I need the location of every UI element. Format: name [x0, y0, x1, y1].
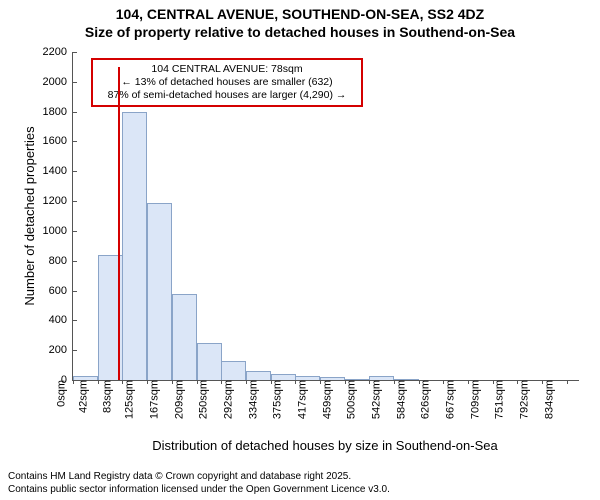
y-tick: 1000 — [43, 225, 73, 237]
x-tick-label: 542sqm — [366, 380, 382, 419]
y-tick: 1800 — [43, 106, 73, 118]
histogram-bar — [221, 361, 246, 380]
attribution-footer: Contains HM Land Registry data © Crown c… — [0, 471, 600, 496]
chart-container: 104, CENTRAL AVENUE, SOUTHEND-ON-SEA, SS… — [0, 0, 600, 500]
chart-title: 104, CENTRAL AVENUE, SOUTHEND-ON-SEA, SS… — [0, 0, 600, 41]
marker-annotation: 104 CENTRAL AVENUE: 78sqm ← 13% of detac… — [91, 58, 363, 107]
y-tick: 600 — [49, 285, 73, 297]
x-tick-label: 792sqm — [514, 380, 530, 419]
y-axis-label: Number of detached properties — [22, 52, 37, 380]
x-tick-label: 584sqm — [391, 380, 407, 419]
y-tick: 800 — [49, 255, 73, 267]
plot-area: 104 CENTRAL AVENUE: 78sqm ← 13% of detac… — [72, 52, 579, 381]
histogram-bar — [246, 371, 271, 380]
x-axis-label: Distribution of detached houses by size … — [72, 438, 578, 453]
y-tick: 1200 — [43, 195, 73, 207]
x-tick-label: 167sqm — [144, 380, 160, 419]
annotation-line3: 87% of semi-detached houses are larger (… — [99, 89, 355, 102]
x-tick-label: 417sqm — [292, 380, 308, 419]
x-tick-label: 459sqm — [317, 380, 333, 419]
histogram-bar — [172, 294, 197, 380]
y-tick: 200 — [49, 344, 73, 356]
y-tick: 400 — [49, 314, 73, 326]
title-main: 104, CENTRAL AVENUE, SOUTHEND-ON-SEA, SS… — [0, 6, 600, 24]
property-marker-line — [118, 67, 120, 380]
x-tick-label: 250sqm — [193, 380, 209, 419]
x-tick-label: 500sqm — [341, 380, 357, 419]
x-tick-mark — [567, 380, 568, 384]
x-tick-label: 751sqm — [490, 380, 506, 419]
x-tick-label: 292sqm — [218, 380, 234, 419]
x-tick-label: 83sqm — [98, 380, 114, 413]
x-tick-label: 209sqm — [169, 380, 185, 419]
x-tick-label: 125sqm — [119, 380, 135, 419]
histogram-bar — [197, 343, 222, 380]
x-tick-label: 0sqm — [52, 380, 68, 407]
x-tick-label: 834sqm — [539, 380, 555, 419]
x-tick-label: 334sqm — [243, 380, 259, 419]
y-tick: 1400 — [43, 165, 73, 177]
annotation-line1: 104 CENTRAL AVENUE: 78sqm — [99, 63, 355, 76]
y-tick: 1600 — [43, 135, 73, 147]
footer-line2: Contains public sector information licen… — [8, 484, 592, 497]
annotation-line2: ← 13% of detached houses are smaller (63… — [99, 76, 355, 89]
x-tick-label: 667sqm — [440, 380, 456, 419]
y-tick: 2200 — [43, 46, 73, 58]
histogram-bar — [147, 203, 172, 380]
title-sub: Size of property relative to detached ho… — [0, 24, 600, 42]
x-tick-label: 42sqm — [73, 380, 89, 413]
x-tick-label: 709sqm — [465, 380, 481, 419]
x-tick-label: 626sqm — [416, 380, 432, 419]
footer-line1: Contains HM Land Registry data © Crown c… — [8, 471, 592, 484]
histogram-bar — [122, 112, 147, 380]
x-tick-label: 375sqm — [267, 380, 283, 419]
y-tick: 2000 — [43, 76, 73, 88]
